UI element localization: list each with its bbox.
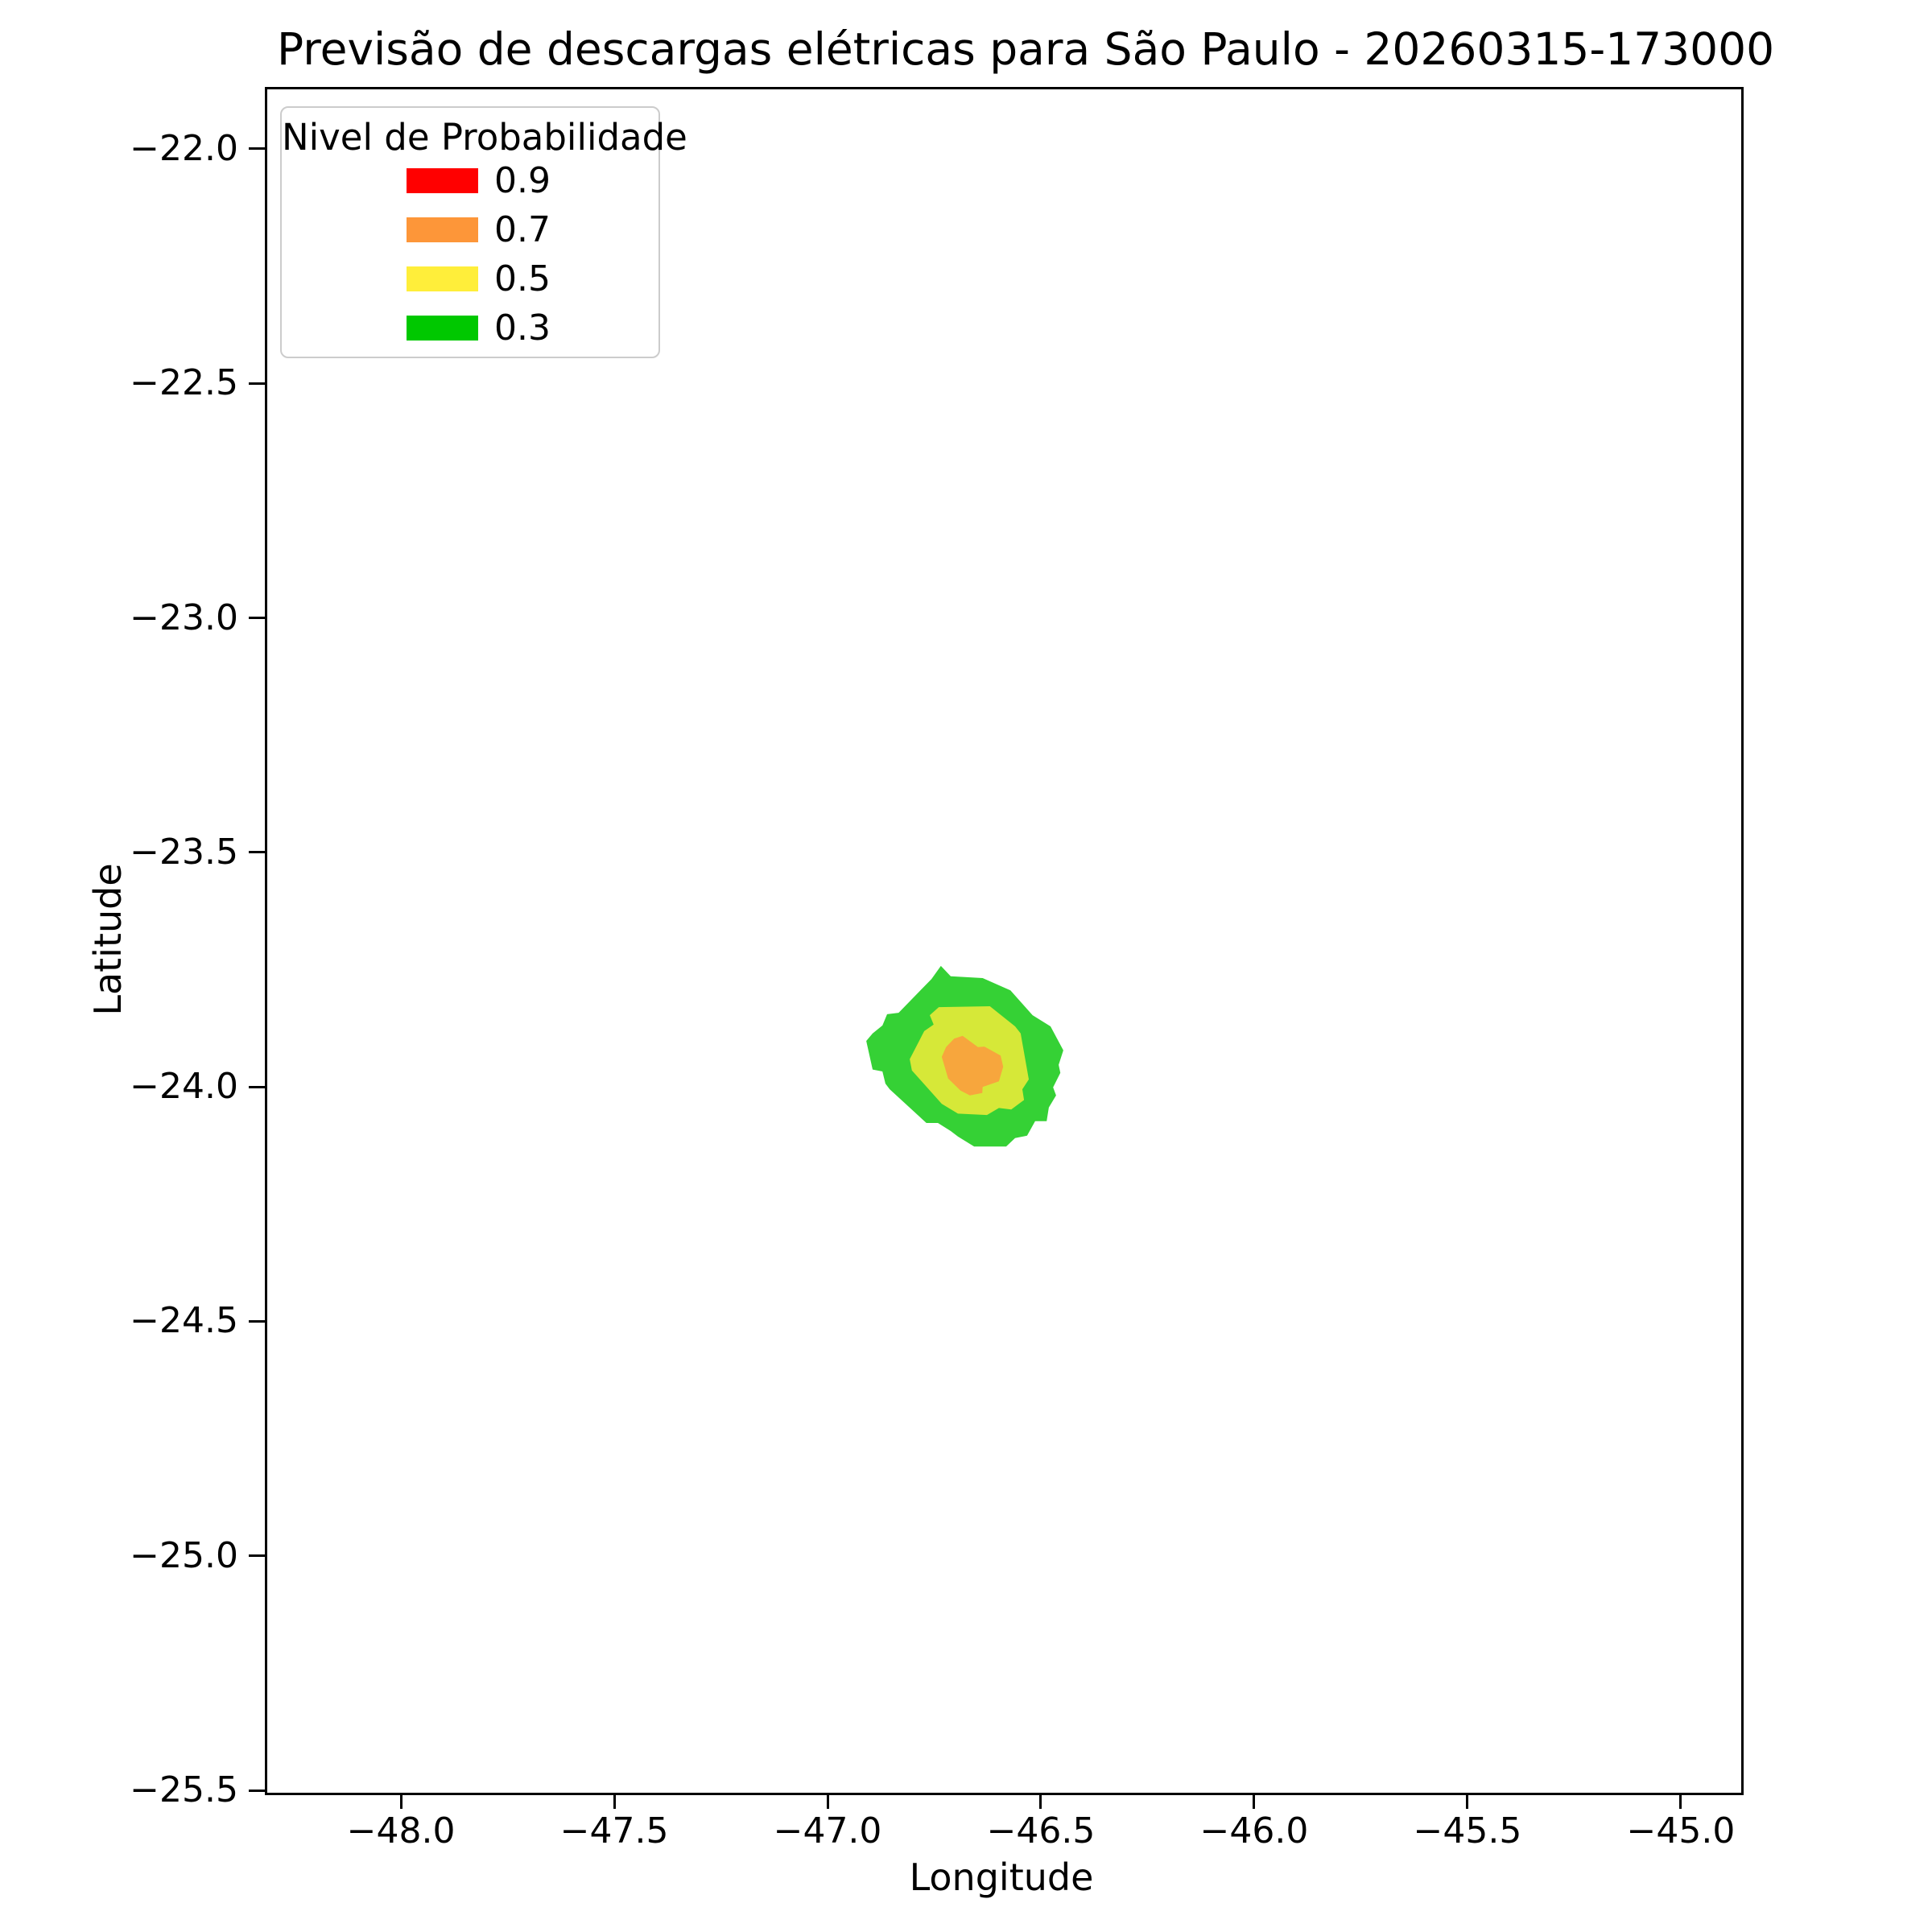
x-tick-label: −47.0 xyxy=(773,1810,882,1852)
legend-row: 0.9 xyxy=(407,163,648,198)
x-tick-label: −45.5 xyxy=(1413,1810,1522,1852)
legend-label: 0.7 xyxy=(494,208,551,250)
y-tick-mark xyxy=(249,1085,265,1088)
x-tick-mark xyxy=(1253,1793,1256,1809)
y-tick-label: −25.0 xyxy=(130,1534,238,1576)
legend-swatch-0.9 xyxy=(407,168,478,193)
legend-row: 0.7 xyxy=(407,212,648,247)
contour-plot-area xyxy=(866,965,1063,1147)
y-tick-label: −24.5 xyxy=(130,1300,238,1342)
x-tick-mark xyxy=(1039,1793,1042,1809)
y-tick-mark xyxy=(249,1554,265,1558)
legend-swatch-0.5 xyxy=(407,266,478,291)
y-tick-label: −22.5 xyxy=(130,362,238,404)
x-tick-mark xyxy=(613,1793,616,1809)
x-tick-label: −46.5 xyxy=(986,1810,1096,1852)
x-tick-label: −47.5 xyxy=(559,1810,669,1852)
y-tick-mark xyxy=(249,1789,265,1792)
legend-label: 0.9 xyxy=(494,159,551,201)
plot-title: Previsão de descargas elétricas para São… xyxy=(277,23,1775,75)
y-tick-label: −23.0 xyxy=(130,597,238,638)
y-tick-mark xyxy=(249,851,265,854)
x-tick-mark xyxy=(399,1793,402,1809)
x-tick-mark xyxy=(1679,1793,1682,1809)
x-tick-label: −45.0 xyxy=(1626,1810,1736,1852)
legend-swatch-0.7 xyxy=(407,217,478,242)
y-tick-label: −25.5 xyxy=(130,1769,238,1810)
legend-swatch-0.3 xyxy=(407,316,478,341)
x-tick-label: −48.0 xyxy=(346,1810,456,1852)
x-tick-label: −46.0 xyxy=(1199,1810,1309,1852)
legend-entries: 0.9 0.7 0.5 0.3 xyxy=(407,163,648,365)
legend-label: 0.5 xyxy=(494,258,551,299)
y-tick-mark xyxy=(249,617,265,619)
y-tick-label: −24.0 xyxy=(130,1066,238,1108)
legend-label: 0.3 xyxy=(494,307,551,349)
y-tick-mark xyxy=(249,382,265,385)
y-axis-label: Latitude xyxy=(86,863,130,1016)
legend-box: Nivel de Probabilidade 0.9 0.7 0.5 0.3 xyxy=(280,106,687,358)
y-tick-mark xyxy=(249,147,265,151)
legend-row: 0.5 xyxy=(407,261,648,296)
x-tick-mark xyxy=(826,1793,829,1809)
legend-row: 0.3 xyxy=(407,310,648,345)
axes-box xyxy=(265,87,1744,1795)
contour-level-0.7 xyxy=(941,1035,1004,1096)
x-axis-label: Longitude xyxy=(909,1856,1094,1899)
x-tick-mark xyxy=(1466,1793,1469,1809)
y-tick-label: −23.5 xyxy=(130,831,238,873)
y-tick-mark xyxy=(249,1319,265,1323)
y-tick-label: −22.0 xyxy=(130,127,238,169)
legend-title: Nivel de Probabilidade xyxy=(282,116,687,159)
